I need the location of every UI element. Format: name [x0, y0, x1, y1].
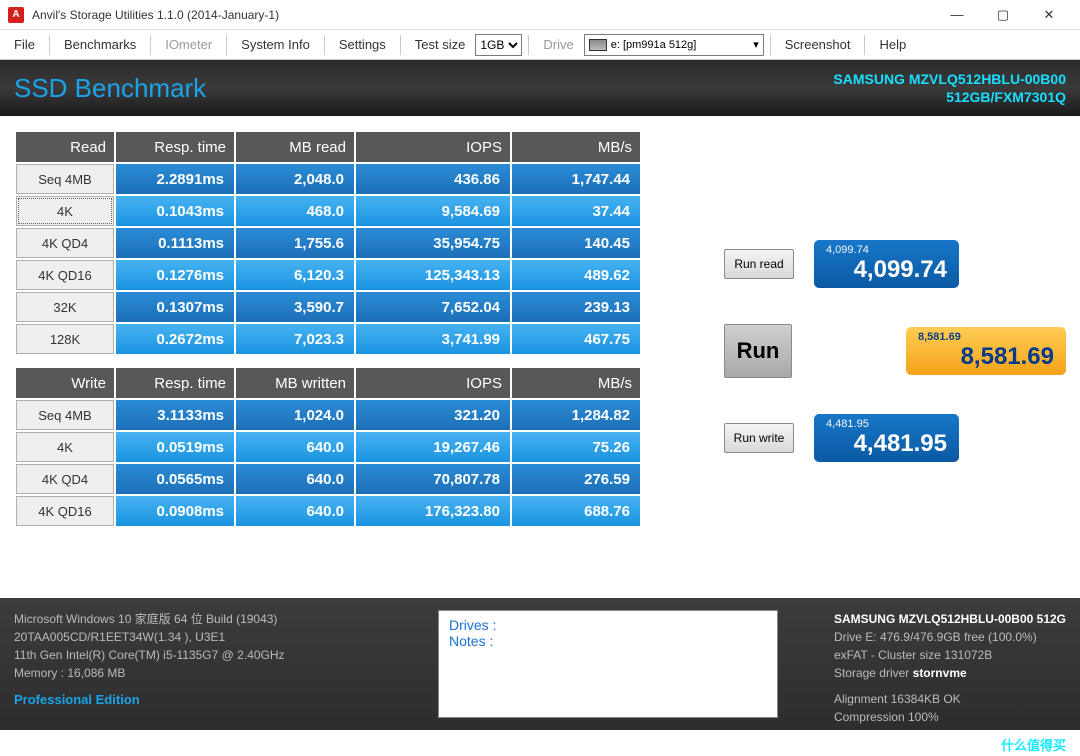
table-row: 32K0.1307ms3,590.77,652.04239.13 [16, 292, 640, 322]
window-title: Anvil's Storage Utilities 1.1.0 (2014-Ja… [32, 8, 934, 22]
drives-notes-box[interactable]: Drives : Notes : [438, 610, 778, 718]
os-line: Microsoft Windows 10 家庭版 64 位 Build (190… [14, 610, 424, 628]
system-info: Microsoft Windows 10 家庭版 64 位 Build (190… [14, 610, 424, 718]
menu-bar: File Benchmarks IOmeter System Info Sett… [0, 30, 1080, 60]
test-size-select[interactable]: 1GB [475, 34, 522, 56]
mem-line: Memory : 16,086 MB [14, 664, 424, 682]
footer: Microsoft Windows 10 家庭版 64 位 Build (190… [0, 598, 1080, 730]
menu-settings[interactable]: Settings [331, 34, 394, 55]
drive-icon [589, 39, 607, 51]
page-title: SSD Benchmark [14, 73, 206, 104]
table-row: Seq 4MB2.2891ms2,048.0436.861,747.44 [16, 164, 640, 194]
device-footer: SAMSUNG MZVLQ512HBLU-00B00 512G Drive E:… [834, 610, 1066, 718]
foot-model: SAMSUNG MZVLQ512HBLU-00B00 512G [834, 610, 1066, 628]
cpu-line: 11th Gen Intel(R) Core(TM) i5-1135G7 @ 2… [14, 646, 424, 664]
total-score-small: 8,581.69 [918, 331, 1054, 343]
table-row: 4K0.0519ms640.019,267.4675.26 [16, 432, 640, 462]
table-row: 4K QD40.1113ms1,755.635,954.75140.45 [16, 228, 640, 258]
test-size-label: Test size [407, 34, 474, 55]
read-hdr-mb: MB read [236, 132, 354, 162]
drive-label: Drive [535, 34, 581, 55]
write-hdr-iops: IOPS [356, 368, 510, 398]
menu-system-info[interactable]: System Info [233, 34, 318, 55]
write-hdr-mbs: MB/s [512, 368, 640, 398]
write-table: Write Resp. time MB written IOPS MB/s Se… [14, 366, 642, 528]
run-write-button[interactable]: Run write [724, 423, 794, 453]
table-row: 4K0.1043ms468.09,584.6937.44 [16, 196, 640, 226]
table-row: 4K QD40.0565ms640.070,807.78276.59 [16, 464, 640, 494]
foot-free: Drive E: 476.9/476.9GB free (100.0%) [834, 628, 1066, 646]
device-capacity: 512GB/FXM7301Q [833, 88, 1066, 106]
menu-help[interactable]: Help [871, 34, 914, 55]
total-score: 8,581.69 8,581.69 [906, 327, 1066, 375]
read-table: Read Resp. time MB read IOPS MB/s Seq 4M… [14, 130, 642, 356]
foot-driver: Storage driver stornvme [834, 664, 1066, 682]
menu-iometer[interactable]: IOmeter [157, 34, 220, 55]
menu-screenshot[interactable]: Screenshot [777, 34, 859, 55]
notes-label: Notes : [449, 633, 767, 649]
write-score-big: 4,481.95 [826, 432, 947, 456]
write-score-small: 4,481.95 [826, 418, 947, 430]
device-info: SAMSUNG MZVLQ512HBLU-00B00 512GB/FXM7301… [833, 70, 1066, 106]
drive-select[interactable]: e: [pm991a 512g]▾ [584, 34, 764, 56]
menu-file[interactable]: File [6, 34, 43, 55]
foot-align: Alignment 16384KB OK [834, 690, 1066, 708]
read-hdr-iops: IOPS [356, 132, 510, 162]
app-icon: A [8, 7, 24, 23]
minimize-button[interactable]: — [934, 0, 980, 30]
title-bar: A Anvil's Storage Utilities 1.1.0 (2014-… [0, 0, 1080, 30]
hw-line: 20TAA005CD/R1EET34W(1.34 ), U3E1 [14, 628, 424, 646]
table-row: 128K0.2672ms7,023.33,741.99467.75 [16, 324, 640, 354]
write-hdr-mb: MB written [236, 368, 354, 398]
write-hdr-resp: Resp. time [116, 368, 234, 398]
run-button[interactable]: Run [724, 324, 792, 378]
read-score-small: 4,099.74 [826, 244, 947, 256]
read-hdr-name: Read [16, 132, 114, 162]
close-button[interactable]: ✕ [1026, 0, 1072, 30]
menu-benchmarks[interactable]: Benchmarks [56, 34, 144, 55]
drives-label: Drives : [449, 617, 767, 633]
maximize-button[interactable]: ▢ [980, 0, 1026, 30]
watermark: 什么值得买 [834, 736, 1066, 756]
read-hdr-resp: Resp. time [116, 132, 234, 162]
device-model: SAMSUNG MZVLQ512HBLU-00B00 [833, 70, 1066, 88]
foot-compress: Compression 100% [834, 708, 1066, 726]
read-score-big: 4,099.74 [826, 258, 947, 282]
header-strip: SSD Benchmark SAMSUNG MZVLQ512HBLU-00B00… [0, 60, 1080, 116]
run-read-button[interactable]: Run read [724, 249, 794, 279]
drive-value: e: [pm991a 512g] [611, 39, 697, 51]
write-hdr-name: Write [16, 368, 114, 398]
total-score-big: 8,581.69 [918, 345, 1054, 369]
table-row: 4K QD160.1276ms6,120.3125,343.13489.62 [16, 260, 640, 290]
table-row: 4K QD160.0908ms640.0176,323.80688.76 [16, 496, 640, 526]
foot-fs: exFAT - Cluster size 131072B [834, 646, 1066, 664]
scores-column: Run read 4,099.74 4,099.74 Run 8,581.69 … [724, 130, 1066, 538]
write-score: 4,481.95 4,481.95 [814, 414, 959, 462]
read-hdr-mbs: MB/s [512, 132, 640, 162]
edition-label: Professional Edition [14, 690, 424, 710]
read-score: 4,099.74 4,099.74 [814, 240, 959, 288]
table-row: Seq 4MB3.1133ms1,024.0321.201,284.82 [16, 400, 640, 430]
